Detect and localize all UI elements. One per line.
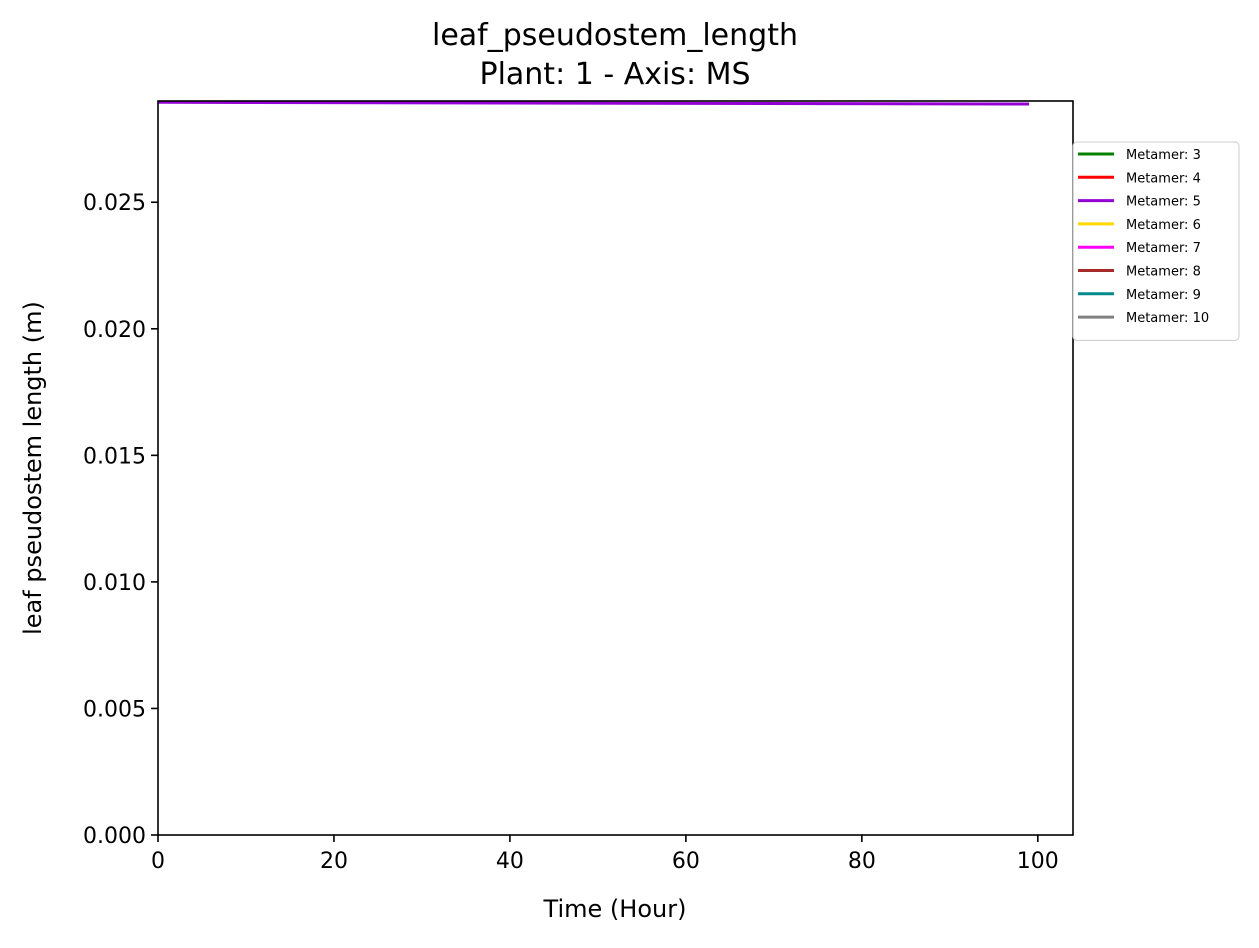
legend-frame xyxy=(1072,141,1240,341)
x-tick-label: 20 xyxy=(320,849,348,874)
y-tick-label: 0.020 xyxy=(83,318,146,343)
y-tick-label: 0.025 xyxy=(83,191,146,216)
legend-entry-label: Metamer: 6 xyxy=(1126,218,1201,233)
x-tick-label: 40 xyxy=(496,849,524,874)
x-axis-label: Time (Hour) xyxy=(543,895,687,923)
x-tick-label: 60 xyxy=(672,849,700,874)
y-tick-label: 0.015 xyxy=(83,444,146,469)
legend-entry-label: Metamer: 10 xyxy=(1126,311,1209,326)
legend-entry-label: Metamer: 8 xyxy=(1126,265,1201,280)
legend-entry-label: Metamer: 4 xyxy=(1126,171,1201,186)
legend-entry-label: Metamer: 5 xyxy=(1126,195,1201,210)
legend: Metamer: 3 Metamer: 4 Metamer: 5 Metamer: 6… xyxy=(1072,141,1240,341)
series-line-metamer-5 xyxy=(157,100,1030,106)
y-tick-label: 0.000 xyxy=(83,824,146,849)
y-tick-label: 0.005 xyxy=(83,697,146,722)
ticks-layer: 0 20 40 60 80 100 0.000 0.005 0.010 0.015 0.020 0.0… xyxy=(83,191,1059,874)
chart-subtitle: Plant: 1 - Axis: MS xyxy=(479,57,750,92)
chart-title: leaf_pseudostem_length xyxy=(432,18,798,53)
y-axis-label: leaf pseudostem length (m) xyxy=(19,301,47,635)
legend-entry-label: Metamer: 9 xyxy=(1126,288,1201,303)
plot-area-frame xyxy=(157,100,1074,836)
x-tick-label: 0 xyxy=(151,849,165,874)
series-layer xyxy=(157,100,1030,106)
legend-entry-label: Metamer: 3 xyxy=(1126,148,1201,163)
y-tick-label: 0.010 xyxy=(83,571,146,596)
legend-entry-label: Metamer: 7 xyxy=(1126,241,1201,256)
x-tick-label: 80 xyxy=(848,849,876,874)
x-tick-label: 100 xyxy=(1017,849,1059,874)
